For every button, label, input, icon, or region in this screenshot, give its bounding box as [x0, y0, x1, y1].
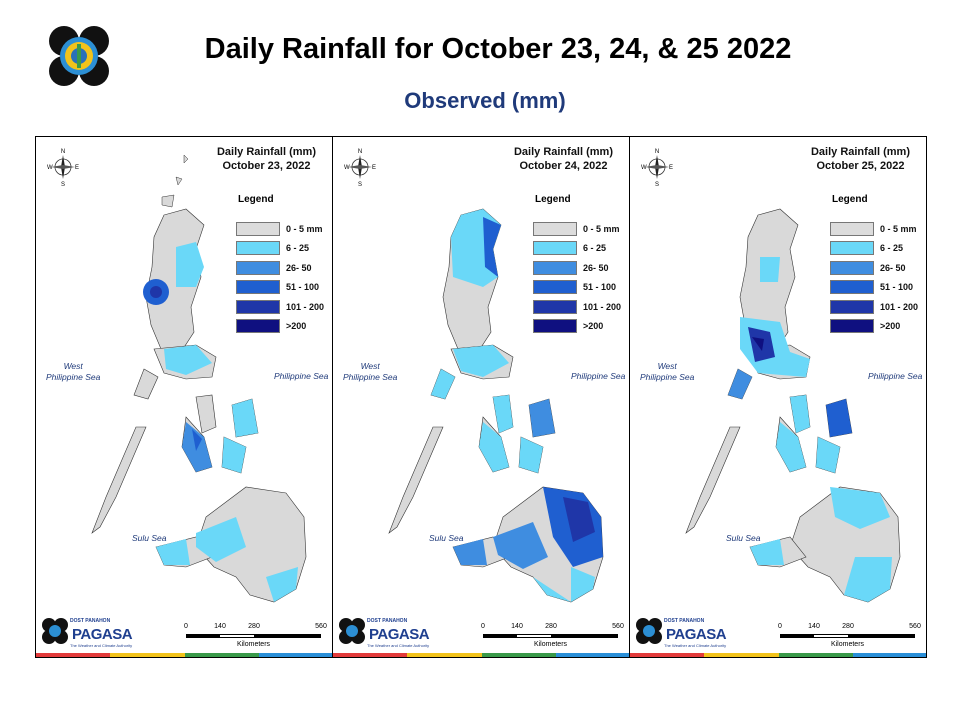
philippines-map	[388, 208, 604, 603]
color-stripe	[36, 653, 332, 657]
map-panel-oct-25: N S W E Daily Rainfall (mm) October 25, …	[630, 137, 926, 657]
svg-text:S: S	[655, 182, 659, 187]
scale-bar: 0 140 280 560 Kilometers	[481, 623, 624, 648]
sulu-sea-label: Sulu Sea	[132, 533, 167, 543]
svg-text:N: N	[655, 149, 659, 155]
philippine-sea-label: Philippine Sea	[274, 371, 329, 381]
legend-item: 26- 50	[236, 258, 324, 278]
compass-e-label: E	[75, 165, 79, 171]
legend-item: 6 - 25	[533, 239, 621, 259]
panel-heading: Daily Rainfall (mm)	[513, 146, 613, 158]
color-stripe	[630, 653, 926, 657]
west-philippine-sea-label: West Philippine Sea	[640, 361, 695, 382]
compass-s-label: S	[61, 182, 65, 187]
legend-item: 101 - 200	[236, 297, 324, 317]
svg-text:N: N	[358, 149, 362, 155]
map-panel-oct-23: N S W E Daily Rainfall (mm) October 23, …	[36, 137, 333, 657]
north-arrow-compass-icon: N S W E	[47, 149, 79, 187]
panel-date: October 23, 2022	[222, 160, 311, 172]
map-panel-oct-24: N S W E Daily Rainfall (mm) October 24, …	[333, 137, 630, 657]
legend-item: >200	[533, 317, 621, 337]
compass-n-label: N	[61, 149, 65, 155]
panel-title: Daily Rainfall (mm) October 24, 2022	[514, 145, 613, 173]
pagasa-logo-icon	[42, 618, 68, 644]
pagasa-branding: DOST PANAHON PAGASA The Weather and Clim…	[634, 615, 727, 651]
pagasa-logo-icon	[339, 618, 365, 644]
svg-text:E: E	[669, 165, 673, 171]
pagasa-branding: DOST PANAHON PAGASA The Weather and Clim…	[337, 615, 430, 651]
panel-title: Daily Rainfall (mm) October 25, 2022	[811, 145, 910, 173]
philippines-map	[685, 208, 901, 603]
legend-title: Legend	[535, 194, 571, 205]
north-arrow-compass-icon: N S W E	[641, 149, 673, 187]
color-stripe	[333, 653, 629, 657]
legend-item: 51 - 100	[830, 278, 918, 298]
pagasa-logo-icon	[636, 618, 662, 644]
legend-item: 6 - 25	[236, 239, 324, 259]
west-philippine-sea-label: West Philippine Sea	[343, 361, 398, 382]
legend: 0 - 5 mm 6 - 25 26- 50 51 - 100 101 - 20…	[236, 219, 324, 336]
panel-title: Daily Rainfall (mm) October 23, 2022	[217, 145, 316, 173]
legend-title: Legend	[832, 194, 868, 205]
legend: 0 - 5 mm 6 - 25 26- 50 51 - 100 101 - 20…	[533, 219, 621, 336]
philippine-sea-label: Philippine Sea	[571, 371, 626, 381]
legend-item: 26- 50	[830, 258, 918, 278]
legend-item: 0 - 5 mm	[830, 219, 918, 239]
pagasa-branding: DOST PANAHON PAGASA The Weather and Clim…	[40, 615, 133, 651]
north-arrow-compass-icon: N S W E	[344, 149, 376, 187]
legend-item: >200	[830, 317, 918, 337]
panel-heading: Daily Rainfall (mm)	[216, 146, 316, 158]
legend-item: 51 - 100	[533, 278, 621, 298]
svg-text:S: S	[358, 182, 362, 187]
legend-item: >200	[236, 317, 324, 337]
panel-heading: Daily Rainfall (mm)	[810, 146, 910, 158]
legend-item: 101 - 200	[533, 297, 621, 317]
sulu-sea-label: Sulu Sea	[726, 533, 761, 543]
svg-text:E: E	[372, 165, 376, 171]
svg-text:W: W	[344, 165, 350, 171]
legend-title: Legend	[238, 194, 274, 205]
scale-bar: 0 140 280 560 Kilometers	[778, 623, 921, 648]
scale-bar: 0 140 280 560 Kilometers	[184, 623, 327, 648]
pagasa-seal-logo	[46, 24, 112, 88]
legend-item: 51 - 100	[236, 278, 324, 298]
legend-item: 6 - 25	[830, 239, 918, 259]
philippines-map	[91, 154, 307, 603]
legend-item: 0 - 5 mm	[533, 219, 621, 239]
panel-date: October 24, 2022	[519, 160, 608, 172]
legend-item: 26- 50	[533, 258, 621, 278]
svg-text:W: W	[641, 165, 647, 171]
panel-date: October 25, 2022	[816, 160, 905, 172]
page-subtitle: Observed (mm)	[404, 88, 566, 113]
sulu-sea-label: Sulu Sea	[429, 533, 464, 543]
legend-item: 0 - 5 mm	[236, 219, 324, 239]
page-title: Daily Rainfall for October 23, 24, & 25 …	[204, 33, 792, 65]
compass-w-label: W	[47, 165, 53, 171]
legend-item: 101 - 200	[830, 297, 918, 317]
legend: 0 - 5 mm 6 - 25 26- 50 51 - 100 101 - 20…	[830, 219, 918, 336]
west-philippine-sea-label: West Philippine Sea	[46, 361, 101, 382]
rainfall-map-panels: N S W E Daily Rainfall (mm) October 23, …	[35, 136, 927, 658]
philippine-sea-label: Philippine Sea	[868, 371, 923, 381]
